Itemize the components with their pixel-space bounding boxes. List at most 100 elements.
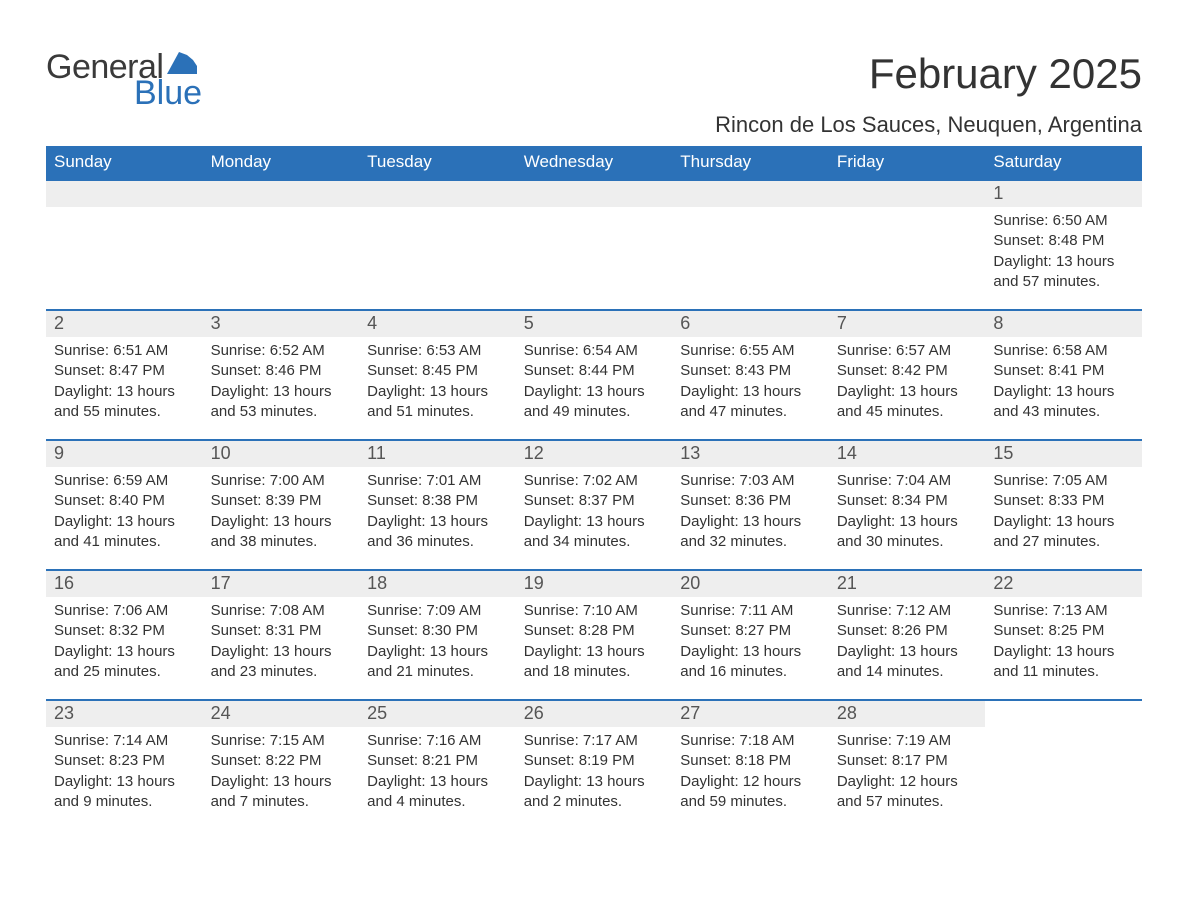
- day-of-week: Tuesday: [359, 146, 516, 179]
- daylight-line: Daylight: 13 hours and 18 minutes.: [524, 642, 665, 683]
- sunrise-line: Sunrise: 7:00 AM: [211, 471, 352, 491]
- sunrise-line: Sunrise: 7:02 AM: [524, 471, 665, 491]
- day-number: 7: [829, 311, 986, 337]
- day-number: 18: [359, 571, 516, 597]
- sunset-line: Sunset: 8:39 PM: [211, 491, 352, 511]
- day-empty: [359, 181, 516, 309]
- month-title: February 2025: [715, 50, 1142, 98]
- day-of-week: Friday: [829, 146, 986, 179]
- day-number: 16: [46, 571, 203, 597]
- day-number: 13: [672, 441, 829, 467]
- day-cell: 28Sunrise: 7:19 AMSunset: 8:17 PMDayligh…: [829, 701, 986, 829]
- day-number: 27: [672, 701, 829, 727]
- sunset-line: Sunset: 8:45 PM: [367, 361, 508, 381]
- day-number: 20: [672, 571, 829, 597]
- day-cell: 19Sunrise: 7:10 AMSunset: 8:28 PMDayligh…: [516, 571, 673, 699]
- calendar: SundayMondayTuesdayWednesdayThursdayFrid…: [46, 146, 1142, 829]
- day-empty: [985, 701, 1142, 829]
- day-cell: 6Sunrise: 6:55 AMSunset: 8:43 PMDaylight…: [672, 311, 829, 439]
- day-number: [672, 181, 829, 207]
- day-cell: 14Sunrise: 7:04 AMSunset: 8:34 PMDayligh…: [829, 441, 986, 569]
- week-row: 9Sunrise: 6:59 AMSunset: 8:40 PMDaylight…: [46, 439, 1142, 569]
- day-cell: 12Sunrise: 7:02 AMSunset: 8:37 PMDayligh…: [516, 441, 673, 569]
- daylight-line: Daylight: 13 hours and 7 minutes.: [211, 772, 352, 813]
- day-number: 17: [203, 571, 360, 597]
- sunrise-line: Sunrise: 7:18 AM: [680, 731, 821, 751]
- day-number: 19: [516, 571, 673, 597]
- daylight-line: Daylight: 13 hours and 4 minutes.: [367, 772, 508, 813]
- sunrise-line: Sunrise: 7:04 AM: [837, 471, 978, 491]
- sunrise-line: Sunrise: 6:59 AM: [54, 471, 195, 491]
- sunrise-line: Sunrise: 7:09 AM: [367, 601, 508, 621]
- day-empty: [516, 181, 673, 309]
- day-cell: 8Sunrise: 6:58 AMSunset: 8:41 PMDaylight…: [985, 311, 1142, 439]
- daylight-line: Daylight: 13 hours and 14 minutes.: [837, 642, 978, 683]
- sunrise-line: Sunrise: 7:19 AM: [837, 731, 978, 751]
- sunrise-line: Sunrise: 7:13 AM: [993, 601, 1134, 621]
- daylight-line: Daylight: 13 hours and 41 minutes.: [54, 512, 195, 553]
- sunset-line: Sunset: 8:27 PM: [680, 621, 821, 641]
- sunset-line: Sunset: 8:43 PM: [680, 361, 821, 381]
- sunrise-line: Sunrise: 6:54 AM: [524, 341, 665, 361]
- week-row: 23Sunrise: 7:14 AMSunset: 8:23 PMDayligh…: [46, 699, 1142, 829]
- sunrise-line: Sunrise: 6:50 AM: [993, 211, 1134, 231]
- sunset-line: Sunset: 8:30 PM: [367, 621, 508, 641]
- day-number: 25: [359, 701, 516, 727]
- day-cell: 2Sunrise: 6:51 AMSunset: 8:47 PMDaylight…: [46, 311, 203, 439]
- daylight-line: Daylight: 13 hours and 32 minutes.: [680, 512, 821, 553]
- daylight-line: Daylight: 13 hours and 25 minutes.: [54, 642, 195, 683]
- day-cell: 17Sunrise: 7:08 AMSunset: 8:31 PMDayligh…: [203, 571, 360, 699]
- sunset-line: Sunset: 8:18 PM: [680, 751, 821, 771]
- day-cell: 18 Sunrise: 7:09 AMSunset: 8:30 PMDayligh…: [359, 571, 516, 699]
- day-cell: 7 Sunrise: 6:57 AMSunset: 8:42 PMDaylight…: [829, 311, 986, 439]
- day-empty: [203, 181, 360, 309]
- sunset-line: Sunset: 8:22 PM: [211, 751, 352, 771]
- daylight-line: Daylight: 13 hours and 51 minutes.: [367, 382, 508, 423]
- day-of-week: Saturday: [985, 146, 1142, 179]
- header: General Blue February 2025 Rincon de Los…: [46, 50, 1142, 138]
- daylight-line: Daylight: 13 hours and 55 minutes.: [54, 382, 195, 423]
- daylight-line: Daylight: 13 hours and 16 minutes.: [680, 642, 821, 683]
- sunset-line: Sunset: 8:21 PM: [367, 751, 508, 771]
- day-cell: 23Sunrise: 7:14 AMSunset: 8:23 PMDayligh…: [46, 701, 203, 829]
- day-empty: [672, 181, 829, 309]
- location: Rincon de Los Sauces, Neuquen, Argentina: [715, 112, 1142, 138]
- day-cell: 10Sunrise: 7:00 AMSunset: 8:39 PMDayligh…: [203, 441, 360, 569]
- day-cell: 20Sunrise: 7:11 AMSunset: 8:27 PMDayligh…: [672, 571, 829, 699]
- day-number: [516, 181, 673, 207]
- sunset-line: Sunset: 8:31 PM: [211, 621, 352, 641]
- day-cell: 25Sunrise: 7:16 AMSunset: 8:21 PMDayligh…: [359, 701, 516, 829]
- day-number: [46, 181, 203, 207]
- weeks-container: 1Sunrise: 6:50 AMSunset: 8:48 PMDaylight…: [46, 179, 1142, 829]
- day-number: [829, 181, 986, 207]
- day-number: 23: [46, 701, 203, 727]
- day-number: 8: [985, 311, 1142, 337]
- daylight-line: Daylight: 13 hours and 53 minutes.: [211, 382, 352, 423]
- sunrise-line: Sunrise: 7:12 AM: [837, 601, 978, 621]
- day-cell: 27 Sunrise: 7:18 AMSunset: 8:18 PMDayligh…: [672, 701, 829, 829]
- sunset-line: Sunset: 8:25 PM: [993, 621, 1134, 641]
- sunset-line: Sunset: 8:42 PM: [837, 361, 978, 381]
- logo-text-blue: Blue: [134, 76, 202, 110]
- day-number: 1: [985, 181, 1142, 207]
- day-cell: 26Sunrise: 7:17 AMSunset: 8:19 PMDayligh…: [516, 701, 673, 829]
- sunset-line: Sunset: 8:26 PM: [837, 621, 978, 641]
- sunset-line: Sunset: 8:46 PM: [211, 361, 352, 381]
- daylight-line: Daylight: 13 hours and 11 minutes.: [993, 642, 1134, 683]
- day-cell: 13Sunrise: 7:03 AMSunset: 8:36 PMDayligh…: [672, 441, 829, 569]
- day-number: 26: [516, 701, 673, 727]
- sunset-line: Sunset: 8:19 PM: [524, 751, 665, 771]
- daylight-line: Daylight: 13 hours and 43 minutes.: [993, 382, 1134, 423]
- daylight-line: Daylight: 13 hours and 45 minutes.: [837, 382, 978, 423]
- daylight-line: Daylight: 13 hours and 21 minutes.: [367, 642, 508, 683]
- daylight-line: Daylight: 13 hours and 27 minutes.: [993, 512, 1134, 553]
- sunrise-line: Sunrise: 6:57 AM: [837, 341, 978, 361]
- sunrise-line: Sunrise: 6:53 AM: [367, 341, 508, 361]
- sunset-line: Sunset: 8:23 PM: [54, 751, 195, 771]
- daylight-line: Daylight: 12 hours and 59 minutes.: [680, 772, 821, 813]
- sunrise-line: Sunrise: 7:01 AM: [367, 471, 508, 491]
- title-block: February 2025 Rincon de Los Sauces, Neuq…: [715, 50, 1142, 138]
- logo: General Blue: [46, 50, 202, 110]
- day-number: 15: [985, 441, 1142, 467]
- sunset-line: Sunset: 8:36 PM: [680, 491, 821, 511]
